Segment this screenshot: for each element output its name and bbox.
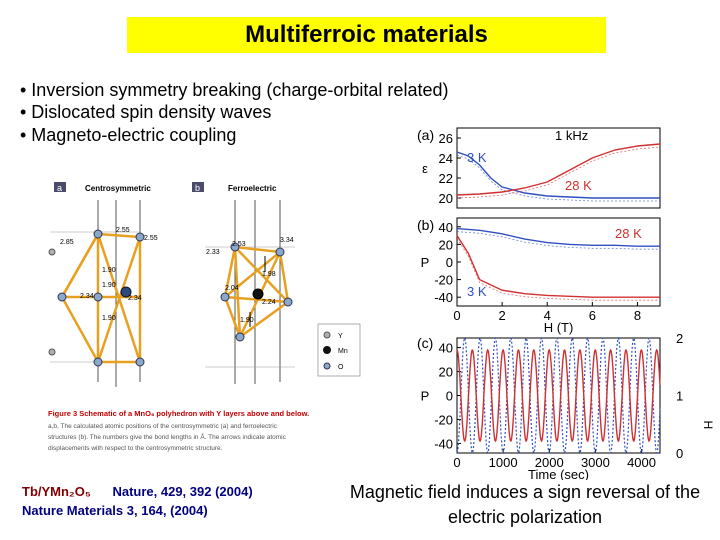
bullet-2: • Dislocated spin density waves (20, 102, 272, 122)
legend-mn: Mn (338, 348, 348, 355)
annotation: 28 K (565, 178, 592, 193)
series-field (456, 336, 661, 455)
y2-axis-label: H (701, 421, 715, 430)
panel-b-letter-box (192, 182, 204, 192)
legend-y: Y (338, 333, 343, 340)
series-28k (456, 227, 660, 247)
reference-nature-materials: Nature Materials 3, 164, (2004) (22, 503, 208, 518)
ferroelectric-structure (205, 200, 295, 384)
y2-tick-label: 2 (676, 331, 683, 346)
y-tick-label: 0 (446, 389, 453, 404)
bond-b-5: 2.04 (225, 285, 239, 292)
y-tick-label: -20 (434, 273, 453, 288)
bond-a-4: 1.90 (102, 267, 116, 274)
y-tick-label: 26 (439, 131, 453, 146)
y-tick-label: 24 (439, 151, 453, 166)
x-tick-label: 4 (544, 308, 551, 323)
bond-b-3: 3.34 (280, 237, 294, 244)
bond-b-4: 1.98 (262, 271, 276, 278)
bond-b-6: 2.24 (262, 299, 276, 306)
legend-o: O (338, 364, 344, 371)
panel-b-letter: b (195, 183, 200, 193)
references: Tb/YMn₂O₅ Nature, 429, 392 (2004) Nature… (22, 482, 253, 520)
y-axis-label: ε (422, 161, 428, 176)
atom-legend (317, 323, 361, 377)
bond-a-2: 2.55 (116, 227, 130, 234)
x-tick-label: 3000 (581, 455, 610, 470)
y-tick-label: 20 (439, 237, 453, 252)
bond-a-5: 1.90 (102, 282, 116, 289)
x-tick-label: 0 (453, 455, 460, 470)
bond-a-8: 1.90 (102, 315, 116, 322)
plot-frame (456, 127, 661, 209)
panel-letter: (c) (417, 335, 433, 351)
structure-figure: a Centrosymmetric b Ferroelectric 2.85 2… (48, 182, 361, 452)
bullet-3: • Magneto-electric coupling (20, 125, 237, 145)
x-axis-label: H (T) (544, 320, 574, 335)
x-tick-label: 4000 (627, 455, 656, 470)
reference-nature: Nature, 429, 392 (2004) (112, 484, 253, 499)
y-tick-label: 22 (439, 171, 453, 186)
x-tick-label: 2000 (535, 455, 564, 470)
figure-caption-title: Figure 3 Schematic of a MnO₆ polyhedron … (48, 409, 309, 418)
bullet-1: • Inversion symmetry breaking (charge-or… (20, 80, 449, 100)
y-tick-label: -20 (434, 412, 453, 427)
series-3k (456, 235, 660, 298)
y-axis-label: P (421, 255, 430, 270)
series-return-sweep (456, 154, 660, 202)
figure-caption-line-2: structures (b). The numbers give the bon… (48, 432, 287, 441)
series-return-sweep (456, 146, 661, 199)
bond-b-1: 2.33 (206, 249, 220, 256)
x-tick-label: 6 (589, 308, 596, 323)
conclusion-text: Magnetic field induces a sign reversal o… (349, 482, 701, 527)
y-tick-label: 20 (439, 365, 453, 380)
bond-b-2: 2.53 (232, 241, 246, 248)
annotation: 28 K (615, 226, 642, 241)
bond-a-7: 2.34 (128, 295, 142, 302)
x-tick-label: 1000 (489, 455, 518, 470)
figure-caption-line-3: displacements with respect to the centro… (48, 445, 223, 452)
series-3k (456, 151, 660, 199)
series-28k (456, 143, 661, 196)
x-tick-label: 8 (634, 308, 641, 323)
slide-title: Multiferroic materials (127, 17, 606, 53)
annotation: 3 K (467, 150, 487, 165)
bond-b-7: 1.90 (240, 317, 254, 324)
y-tick-label: -40 (434, 436, 453, 451)
x-tick-label: 0 (453, 308, 460, 323)
annotation: 1 kHz (555, 128, 588, 143)
series-polarization (456, 348, 661, 443)
x-tick-label: 2 (498, 308, 505, 323)
panel-a-dielectric: (a) 20 22 24 26 ε 1 kHz 3 K 28 K (417, 127, 661, 209)
panel-b-polarization-field: (b) -40 -20 0 20 40 0 2 4 6 8 H (T) P 28 K 3 K (417, 217, 661, 335)
compound-formula: Tb/YMn₂O₅ (22, 484, 91, 499)
annotation: 3 K (467, 284, 487, 299)
panel-a-label: Centrosymmetric (85, 184, 151, 193)
y-tick-label: 0 (446, 255, 453, 270)
x-axis-label: Time (sec) (528, 467, 589, 480)
series-return-sweep (456, 238, 660, 301)
bond-a-3: 2.55 (144, 235, 158, 242)
panel-letter: (a) (417, 127, 434, 143)
panel-b-label: Ferroelectric (228, 184, 277, 193)
y-axis-label: P (421, 389, 430, 404)
y-tick-label: 40 (439, 341, 453, 356)
panel-letter: (b) (417, 217, 434, 233)
bond-a-6: 2.34 (80, 293, 94, 300)
figure-caption-line-1: a,b, The calculated atomic positions of … (48, 423, 278, 430)
panel-a-letter: a (57, 183, 62, 193)
y2-tick-label: 0 (676, 446, 683, 461)
panel-a-letter-box (54, 182, 66, 192)
y-tick-label: 20 (439, 191, 453, 206)
bond-a-1: 2.85 (60, 239, 74, 246)
centrosymmetric-structure (48, 200, 145, 387)
y-tick-label: 40 (439, 220, 453, 235)
y2-tick-label: 1 (676, 389, 683, 404)
y-tick-label: -40 (434, 290, 453, 305)
